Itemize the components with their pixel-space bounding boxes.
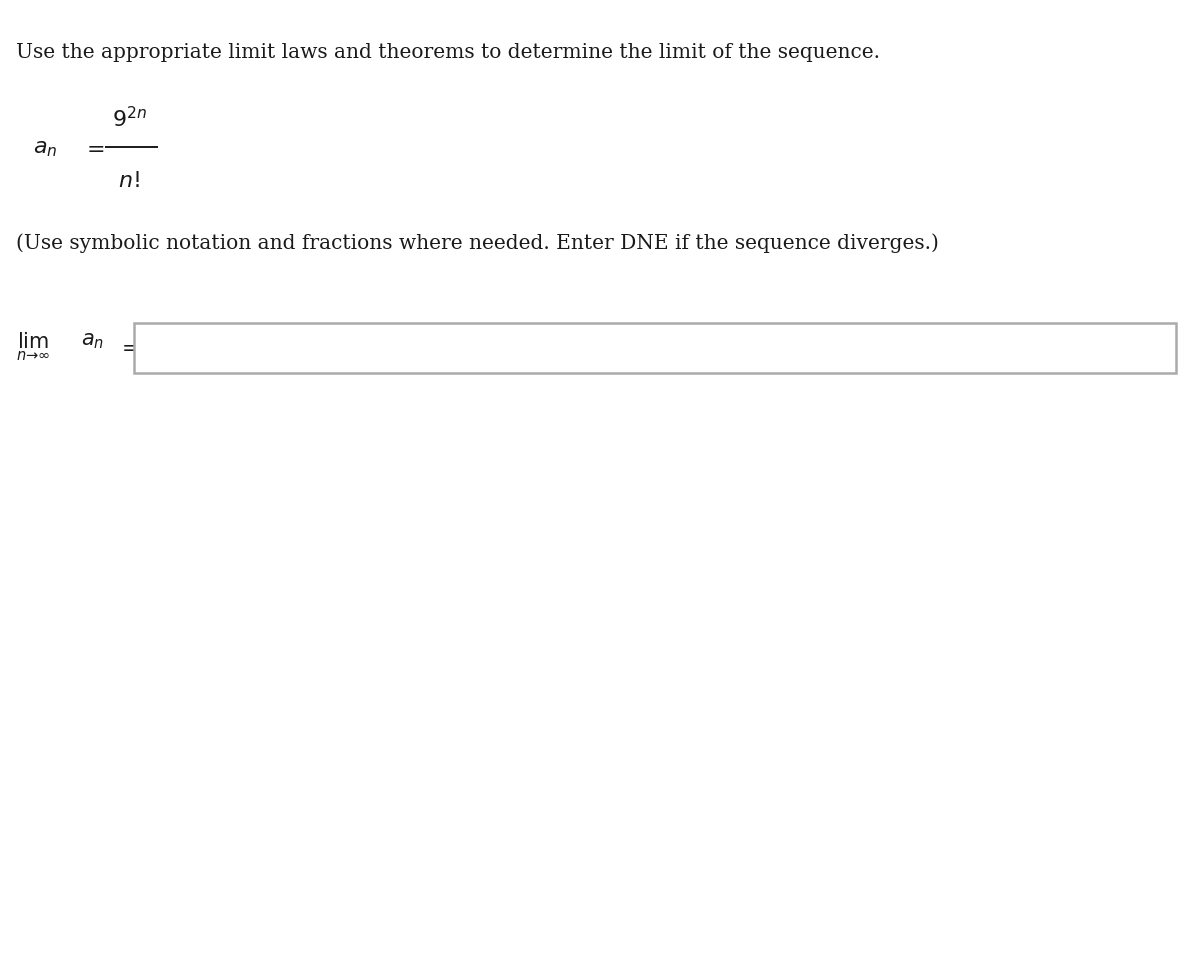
Text: Use the appropriate limit laws and theorems to determine the limit of the sequen: Use the appropriate limit laws and theor… [16, 43, 880, 62]
Text: $a_n$: $a_n$ [32, 136, 58, 159]
Text: $n!$: $n!$ [119, 170, 140, 193]
Text: $\lim_{n \to \infty}$: $\lim_{n \to \infty}$ [16, 331, 49, 363]
Text: $=$: $=$ [118, 337, 138, 356]
Text: (Use symbolic notation and fractions where needed. Enter DNE if the sequence div: (Use symbolic notation and fractions whe… [16, 233, 938, 253]
Text: $a_n$: $a_n$ [82, 332, 104, 351]
Text: $9^{2n}$: $9^{2n}$ [112, 107, 146, 132]
Text: $=$: $=$ [82, 136, 104, 159]
FancyBboxPatch shape [134, 324, 1176, 374]
